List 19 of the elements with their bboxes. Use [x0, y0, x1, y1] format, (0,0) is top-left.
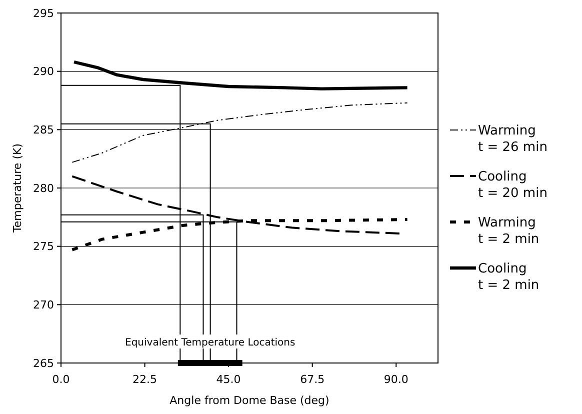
x-tick-label: 45.0 — [216, 373, 241, 386]
legend-label: Warming t = 26 min — [478, 124, 548, 155]
x-tick-label: 0.0 — [52, 373, 70, 386]
x-tick-label: 67.5 — [300, 373, 325, 386]
y-tick-label: 280 — [33, 182, 54, 195]
y-axis-title: Temperature (K) — [11, 144, 24, 234]
legend-label: Cooling t = 2 min — [478, 262, 540, 293]
legend-label: Warming t = 2 min — [478, 216, 540, 247]
annotation: Equivalent Temperature Locations — [125, 338, 296, 348]
y-tick-label: 265 — [33, 356, 54, 370]
x-tick-label: 90.0 — [384, 373, 408, 386]
x-tick-label: 22.5 — [132, 373, 158, 386]
y-tick-label: 290 — [33, 65, 54, 78]
y-tick-label: 285 — [33, 124, 54, 137]
y-tick-label: 270 — [33, 298, 54, 312]
y-tick-label: 295 — [33, 6, 54, 20]
x-axis-title: Angle from Dome Base (deg) — [170, 394, 330, 407]
legend-label: Cooling t = 20 min — [478, 170, 548, 201]
y-tick-label: 275 — [33, 240, 54, 254]
